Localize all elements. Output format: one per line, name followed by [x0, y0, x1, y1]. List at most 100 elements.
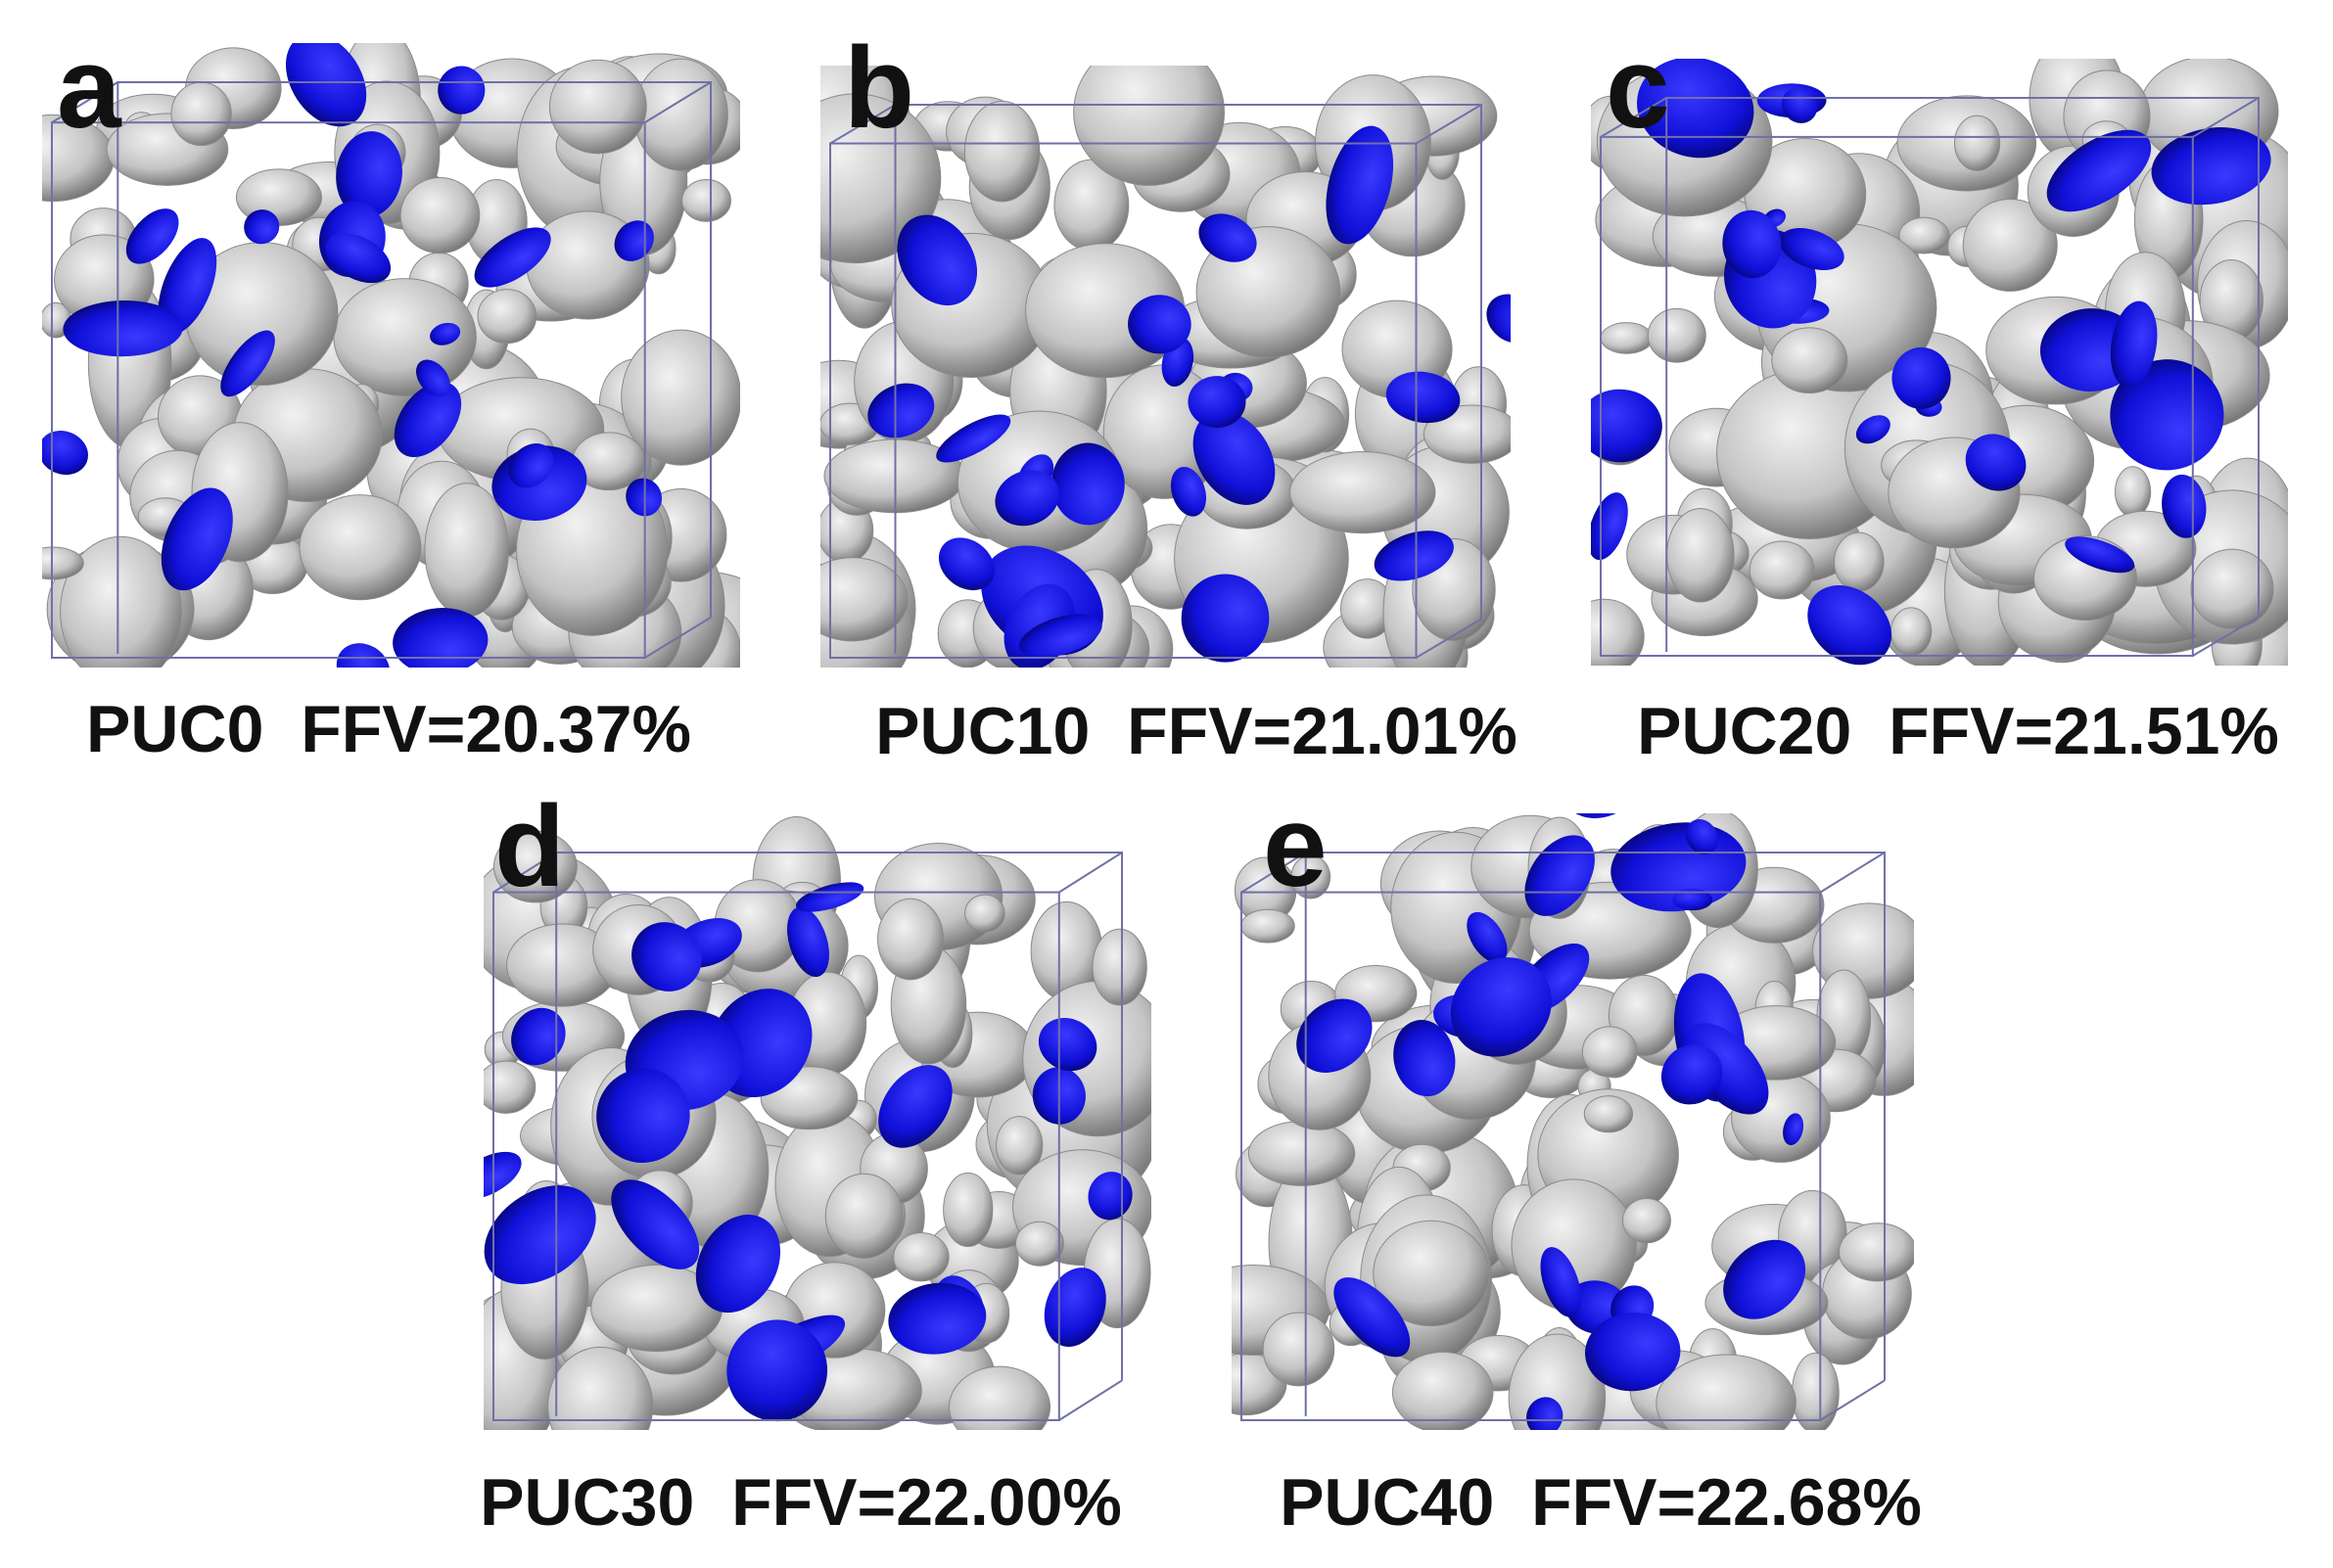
pore-surface	[1391, 1351, 1494, 1430]
pore-surface	[1092, 928, 1147, 1006]
pore-cross-section	[1783, 1113, 1804, 1145]
cube-front	[51, 121, 646, 660]
panel-letter: b	[844, 23, 914, 153]
cube-edge	[644, 616, 712, 659]
pore-surface	[1666, 507, 1735, 603]
pore-cross-section	[1781, 87, 1818, 123]
pore-surface	[1073, 66, 1226, 186]
rendering	[1232, 813, 1914, 1430]
rendering	[1591, 59, 2288, 666]
pore-surface	[424, 483, 509, 618]
panel-letter: c	[1606, 23, 1670, 153]
blobs	[820, 66, 1511, 668]
pore-surface	[484, 1060, 537, 1114]
cube-back	[1304, 852, 1886, 1416]
pore-surface	[1953, 115, 2001, 171]
pore-cross-section	[1018, 614, 1102, 658]
pore-cross-section	[695, 1214, 781, 1314]
pore-surface	[943, 1172, 994, 1248]
pore-cross-section	[2162, 474, 2207, 538]
pore-surface	[963, 100, 1041, 203]
cube-edge	[1415, 104, 1482, 145]
cube-edge	[2192, 97, 2260, 138]
pore-cross-section	[1660, 1044, 1723, 1105]
pore-cross-section	[1486, 294, 1511, 344]
pore-surface	[820, 557, 909, 642]
pore-surface	[60, 535, 182, 668]
pore-cross-section	[1198, 213, 1257, 262]
pore-surface	[1898, 216, 1950, 254]
pore-cross-section	[1326, 125, 1394, 245]
pore-surface	[1771, 327, 1848, 393]
pore-cross-section	[1685, 1023, 1769, 1115]
blobs	[484, 816, 1151, 1430]
pore-cross-section	[484, 1185, 596, 1285]
pore-surface	[1962, 198, 2058, 292]
pore-cross-section	[1722, 209, 1782, 279]
cube-back	[555, 852, 1123, 1416]
rendering	[484, 816, 1151, 1430]
pore-surface	[299, 494, 422, 601]
pore-cross-section	[1128, 295, 1191, 354]
panel-caption: PUC10 FFV=21.01%	[875, 694, 1517, 768]
pore-surface	[1647, 307, 1706, 363]
pore-cross-section	[1855, 415, 1890, 444]
pore-surface	[547, 1346, 654, 1430]
pore-cross-section	[336, 643, 391, 668]
pore-surface	[1373, 1220, 1490, 1327]
pore-cross-section	[1779, 228, 1844, 271]
pore-surface	[877, 898, 945, 981]
panel-caption: PUC40 FFV=22.68%	[1280, 1465, 1922, 1540]
pore-cross-section	[1891, 346, 1951, 409]
pore-cross-section	[2110, 359, 2224, 471]
pore-surface	[1621, 1197, 1671, 1244]
cube-back	[894, 104, 1482, 654]
pore-surface	[1247, 1121, 1356, 1186]
pore-surface	[399, 176, 481, 254]
pore-cross-section	[63, 300, 183, 357]
pore-cross-section	[1965, 434, 2027, 491]
cube-edge	[1819, 1379, 1886, 1421]
pore-cross-section	[626, 478, 663, 517]
pore-cross-section	[596, 1068, 690, 1164]
pore-surface	[1591, 598, 1645, 666]
panel-letter: e	[1263, 782, 1328, 911]
pore-cross-section	[508, 443, 554, 488]
panel-letter: d	[494, 782, 565, 911]
rendering	[42, 43, 740, 668]
pore-cross-section	[1296, 998, 1373, 1073]
pore-cross-section	[631, 922, 702, 992]
pore-cross-section	[1450, 957, 1552, 1057]
blobs	[1232, 813, 1914, 1430]
pore-cross-section	[2110, 300, 2158, 389]
pore-surface	[1262, 1312, 1335, 1387]
cube-edge	[1058, 852, 1123, 894]
pore-cross-section	[1591, 389, 1662, 463]
pore-surface	[1014, 1221, 1064, 1267]
pore-surface	[42, 546, 84, 580]
panel-caption: PUC30 FFV=22.00%	[480, 1465, 1122, 1540]
pore-cross-section	[430, 322, 461, 346]
cube-edge	[829, 104, 897, 145]
pore-surface	[2190, 548, 2274, 629]
pore-cross-section	[867, 383, 935, 438]
cube-edge	[1058, 1379, 1123, 1421]
cube-edge	[644, 81, 712, 124]
cube-front	[1240, 891, 1822, 1421]
pore-cross-section	[1524, 835, 1595, 916]
pore-surface	[477, 289, 537, 345]
pore-surface	[1600, 322, 1654, 354]
pore-surface	[1240, 908, 1295, 944]
panel-caption: PUC20 FFV=21.51%	[1637, 694, 2279, 768]
pore-cross-section	[1685, 818, 1719, 855]
pore-cross-section	[438, 66, 486, 115]
pore-cross-section	[325, 233, 392, 284]
panel-caption: PUC0 FFV=20.37%	[86, 692, 691, 766]
pore-cross-section	[1374, 530, 1454, 581]
pore-cross-section	[285, 43, 367, 127]
pore-cross-section	[888, 1282, 987, 1355]
pore-cross-section	[995, 470, 1060, 527]
pore-surface	[1290, 854, 1331, 899]
pore-cross-section	[938, 537, 995, 591]
rendering	[820, 66, 1511, 668]
